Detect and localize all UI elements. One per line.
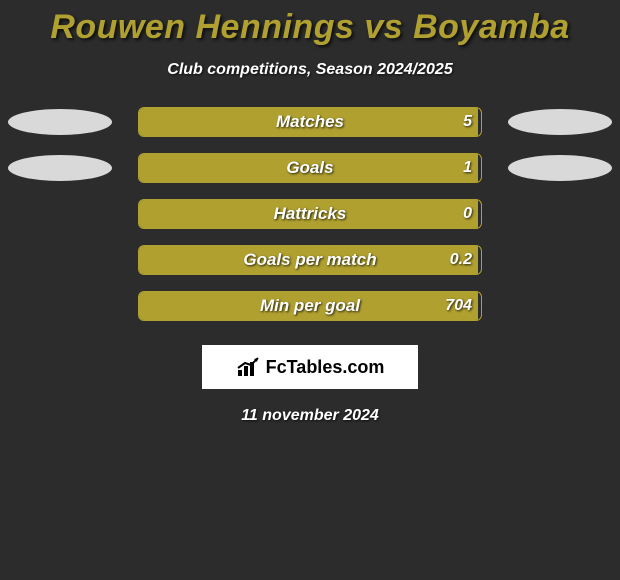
stat-row: Min per goal704	[0, 291, 620, 337]
stat-bar-fill	[139, 292, 478, 320]
logo-box: FcTables.com	[202, 345, 418, 389]
stat-row: Matches5	[0, 107, 620, 153]
stat-rows: Matches5Goals1Hattricks0Goals per match0…	[0, 107, 620, 337]
stat-row: Hattricks0	[0, 199, 620, 245]
player-left-ellipse	[8, 109, 112, 135]
stat-bar	[138, 245, 482, 275]
subtitle: Club competitions, Season 2024/2025	[0, 61, 620, 79]
stat-bar-fill	[139, 200, 478, 228]
player-right-ellipse	[508, 109, 612, 135]
stat-bar-fill	[139, 108, 478, 136]
player-left-ellipse	[8, 155, 112, 181]
stat-row: Goals1	[0, 153, 620, 199]
date-text: 11 november 2024	[0, 407, 620, 425]
stat-bar	[138, 199, 482, 229]
stat-bar-fill	[139, 246, 478, 274]
player-right-ellipse	[508, 155, 612, 181]
stat-bar	[138, 107, 482, 137]
chart-icon	[236, 356, 262, 378]
stat-row: Goals per match0.2	[0, 245, 620, 291]
stat-bar	[138, 153, 482, 183]
logo-text: FcTables.com	[266, 357, 385, 378]
logo: FcTables.com	[236, 356, 385, 378]
page-title: Rouwen Hennings vs Boyamba	[0, 0, 620, 47]
stat-bar-fill	[139, 154, 478, 182]
stat-bar	[138, 291, 482, 321]
